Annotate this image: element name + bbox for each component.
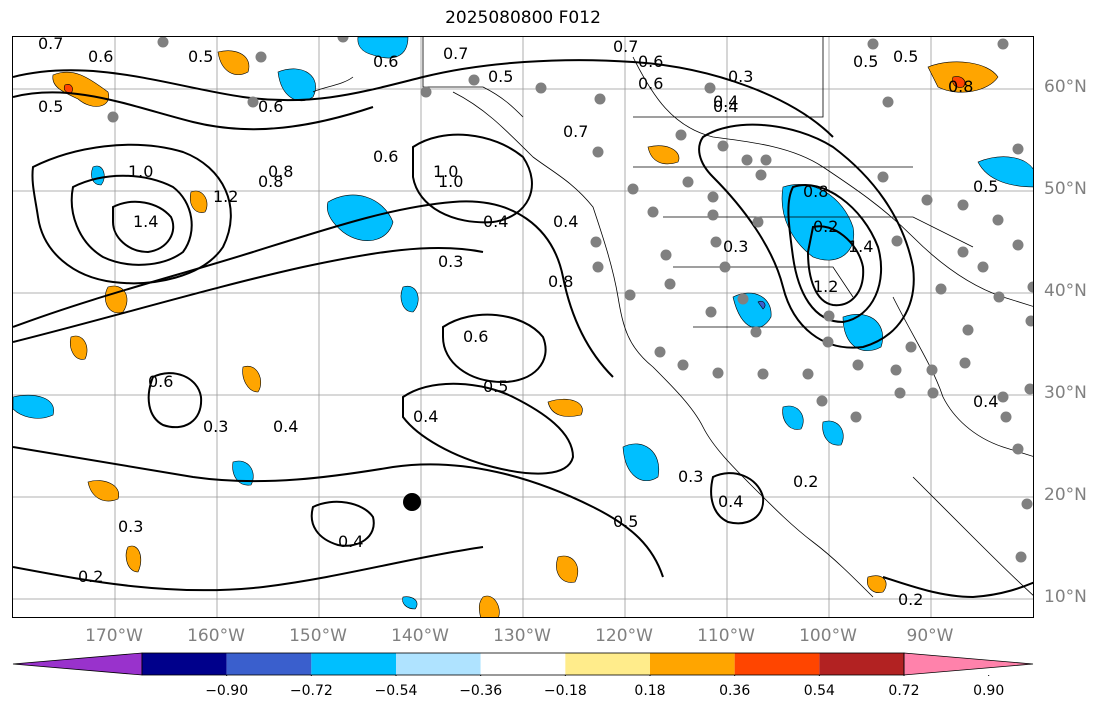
contour-value-label: 1.4	[848, 237, 873, 256]
colorbar-tick-label: 0.36	[719, 683, 751, 699]
contour-value-label: 0.2	[793, 472, 818, 491]
colorbar-tick-label: 0.54	[803, 683, 835, 699]
contour-value-label: 0.7	[443, 44, 468, 63]
contour-value-label: 0.5	[38, 97, 63, 116]
coastlines	[312, 37, 1033, 598]
contour-value-label: 0.4	[553, 212, 578, 231]
storm-center-marker	[403, 493, 421, 511]
contour-value-label: 0.5	[973, 177, 998, 196]
contour-value-label: 0.4	[713, 97, 738, 116]
lat-label: 40°N	[1044, 281, 1087, 301]
contour-value-label: 0.6	[638, 74, 663, 93]
shaded-anomalies	[13, 37, 1033, 617]
contour-value-label: 0.2	[78, 567, 103, 586]
colorbar-bin	[311, 653, 396, 675]
station-markers	[107, 37, 1033, 563]
contour-value-label: 0.2	[898, 590, 923, 609]
contour-value-label: 1.2	[213, 187, 238, 206]
colorbar-bin	[142, 653, 227, 675]
contour-value-label: 0.4	[483, 212, 508, 231]
colorbar-tick-label: −0.36	[459, 683, 503, 699]
contour-labels: 0.70.6 0.50.50.6 0.70.50.70.60.30.60.80.40…	[38, 37, 998, 609]
contour-value-label: 0.3	[678, 467, 703, 486]
colorbar-tick-label: −0.18	[543, 683, 587, 699]
lat-label: 60°N	[1044, 77, 1087, 97]
lon-label: 130°W	[493, 626, 551, 646]
lon-label: 100°W	[799, 626, 857, 646]
contour-lines	[13, 59, 1033, 599]
lat-label: 30°N	[1044, 383, 1087, 403]
contour-value-label: 1.0	[438, 172, 463, 191]
contour-value-label: 0.4	[718, 492, 743, 511]
contour-value-label: 0.8	[803, 182, 828, 201]
contour-value-label: 0.4	[273, 417, 298, 436]
contour-value-label: 0.6	[373, 147, 398, 166]
map-canvas: 0.70.6 0.50.50.6 0.70.50.70.60.30.60.80.40…	[13, 37, 1033, 617]
contour-value-label: 0.5	[613, 512, 638, 531]
contour-value-label: 0.4	[338, 532, 363, 551]
map-plot-area[interactable]: 0.7 0.6 0.5 0.5 0.6 0.7 0.5 0.7 0.6 0.3 0.6 0.8 0.4 0…	[12, 36, 1034, 618]
contour-value-label: 0.5	[488, 67, 513, 86]
contour-value-label: 0.3	[723, 237, 748, 256]
contour-value-label: 0.4	[713, 92, 738, 111]
lon-label: 110°W	[697, 626, 755, 646]
colorbar-bin	[480, 653, 566, 675]
contour-value-label: 0.8	[948, 77, 973, 96]
contour-value-label: 0.2	[813, 217, 838, 236]
contour-value-label: 0.5	[483, 377, 508, 396]
contour-value-label: 1.0	[128, 162, 153, 181]
contour-value-label: 0.5	[188, 47, 213, 66]
colorbar-bin	[650, 653, 735, 675]
colorbar-tick-label: −0.90	[205, 683, 249, 699]
contour-value-label: 0.7	[563, 122, 588, 141]
colorbar-tick-label: 0.72	[888, 683, 920, 699]
contour-value-label: 0.4	[973, 392, 998, 411]
colorbar-bin	[396, 653, 481, 675]
colorbar	[12, 652, 1034, 676]
colorbar-tick-label: 0.90	[973, 683, 1005, 699]
contour-value-label: 0.3	[118, 517, 143, 536]
contour-value-label: 0.6	[638, 52, 663, 71]
colorbar-extend-max	[903, 652, 1034, 676]
contour-value-label: 0.6	[88, 47, 113, 66]
lon-label: 160°W	[187, 626, 245, 646]
contour-value-label: 0.3	[728, 67, 753, 86]
contour-value-label: 1.4	[133, 212, 158, 231]
colorbar-tick-label: −0.72	[289, 683, 333, 699]
contour-value-label: 0.3	[438, 252, 463, 271]
contour-value-label: 0.6	[463, 327, 488, 346]
contour-value-label: 0.8	[548, 272, 573, 291]
colorbar-bin	[226, 653, 312, 675]
map-title: 2025080800 F012	[445, 8, 601, 28]
lon-label: 150°W	[289, 626, 347, 646]
colorbar-tick-label: −0.54	[374, 683, 418, 699]
contour-value-label: 0.7	[38, 37, 63, 53]
lat-label: 20°N	[1044, 485, 1087, 505]
contour-value-label: 0.8	[258, 172, 283, 191]
colorbar-tick-label: 0.18	[634, 683, 666, 699]
colorbar-bin	[819, 653, 904, 675]
contour-value-label: 0.6	[373, 52, 398, 71]
lon-label: 120°W	[595, 626, 653, 646]
contour-value-label: 0.5	[853, 52, 878, 71]
lon-label: 140°W	[391, 626, 449, 646]
contour-value-label: 0.6	[258, 97, 283, 116]
colorbar-extend-min	[12, 652, 143, 676]
contour-value-label: 0.6	[148, 372, 173, 391]
contour-value-label: 0.8	[268, 162, 293, 181]
lat-label: 50°N	[1044, 179, 1087, 199]
contour-value-label: 0.3	[203, 417, 228, 436]
contour-value-label: 0.4	[413, 407, 438, 426]
contour-value-label: 0.7	[613, 37, 638, 56]
lat-label: 10°N	[1044, 587, 1087, 607]
lon-label: 90°W	[906, 626, 954, 646]
colorbar-bin	[734, 653, 820, 675]
contour-value-label: 0.5	[893, 47, 918, 66]
contour-value-label: 1.0	[433, 162, 458, 181]
contour-value-label: 1.2	[813, 277, 838, 296]
lon-label: 170°W	[85, 626, 143, 646]
colorbar-bin	[565, 653, 650, 675]
